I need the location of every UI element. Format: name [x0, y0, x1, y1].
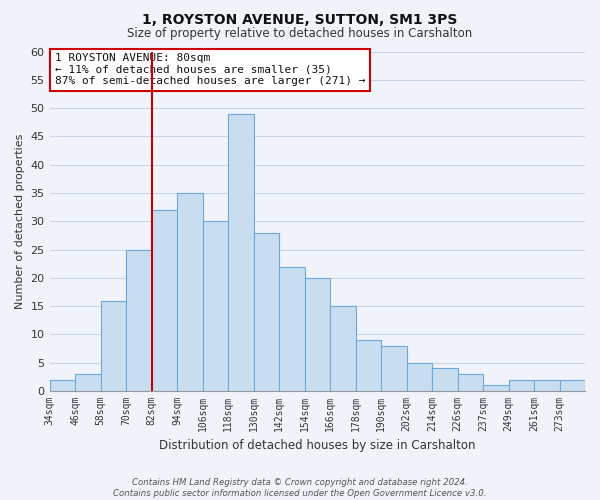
Y-axis label: Number of detached properties: Number of detached properties — [15, 134, 25, 309]
Bar — [381, 346, 407, 391]
X-axis label: Distribution of detached houses by size in Carshalton: Distribution of detached houses by size … — [159, 440, 476, 452]
Bar — [483, 386, 509, 391]
Text: Size of property relative to detached houses in Carshalton: Size of property relative to detached ho… — [127, 28, 473, 40]
Bar — [356, 340, 381, 391]
Bar — [228, 114, 254, 391]
Bar — [432, 368, 458, 391]
Bar — [101, 300, 126, 391]
Bar — [534, 380, 560, 391]
Bar — [509, 380, 534, 391]
Bar — [330, 306, 356, 391]
Bar — [279, 266, 305, 391]
Bar — [458, 374, 483, 391]
Bar — [126, 250, 152, 391]
Bar — [203, 222, 228, 391]
Bar — [254, 232, 279, 391]
Text: 1, ROYSTON AVENUE, SUTTON, SM1 3PS: 1, ROYSTON AVENUE, SUTTON, SM1 3PS — [142, 12, 458, 26]
Bar — [177, 193, 203, 391]
Text: Contains HM Land Registry data © Crown copyright and database right 2024.
Contai: Contains HM Land Registry data © Crown c… — [113, 478, 487, 498]
Bar — [152, 210, 177, 391]
Bar — [50, 380, 75, 391]
Bar — [407, 363, 432, 391]
Bar — [305, 278, 330, 391]
Bar — [75, 374, 101, 391]
Bar — [560, 380, 585, 391]
Text: 1 ROYSTON AVENUE: 80sqm
← 11% of detached houses are smaller (35)
87% of semi-de: 1 ROYSTON AVENUE: 80sqm ← 11% of detache… — [55, 53, 365, 86]
